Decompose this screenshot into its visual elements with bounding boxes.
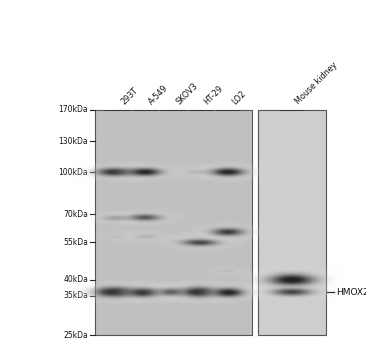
Text: 130kDa: 130kDa bbox=[58, 137, 88, 146]
Text: Mouse kidney: Mouse kidney bbox=[294, 61, 340, 106]
Text: 55kDa: 55kDa bbox=[63, 238, 88, 247]
Text: 35kDa: 35kDa bbox=[63, 291, 88, 300]
Text: 293T: 293T bbox=[119, 85, 139, 106]
Bar bbox=[95, 110, 252, 335]
Text: A-549: A-549 bbox=[147, 83, 170, 106]
Text: 25kDa: 25kDa bbox=[63, 330, 88, 340]
Text: 70kDa: 70kDa bbox=[63, 210, 88, 219]
Text: HMOX2: HMOX2 bbox=[336, 288, 366, 297]
Text: HT-29: HT-29 bbox=[202, 83, 225, 106]
Text: SKOV3: SKOV3 bbox=[175, 81, 200, 106]
Text: 40kDa: 40kDa bbox=[63, 275, 88, 284]
Text: 100kDa: 100kDa bbox=[58, 168, 88, 177]
Bar bbox=[258, 110, 326, 335]
Text: 170kDa: 170kDa bbox=[58, 105, 88, 114]
Text: LO2: LO2 bbox=[230, 89, 247, 106]
